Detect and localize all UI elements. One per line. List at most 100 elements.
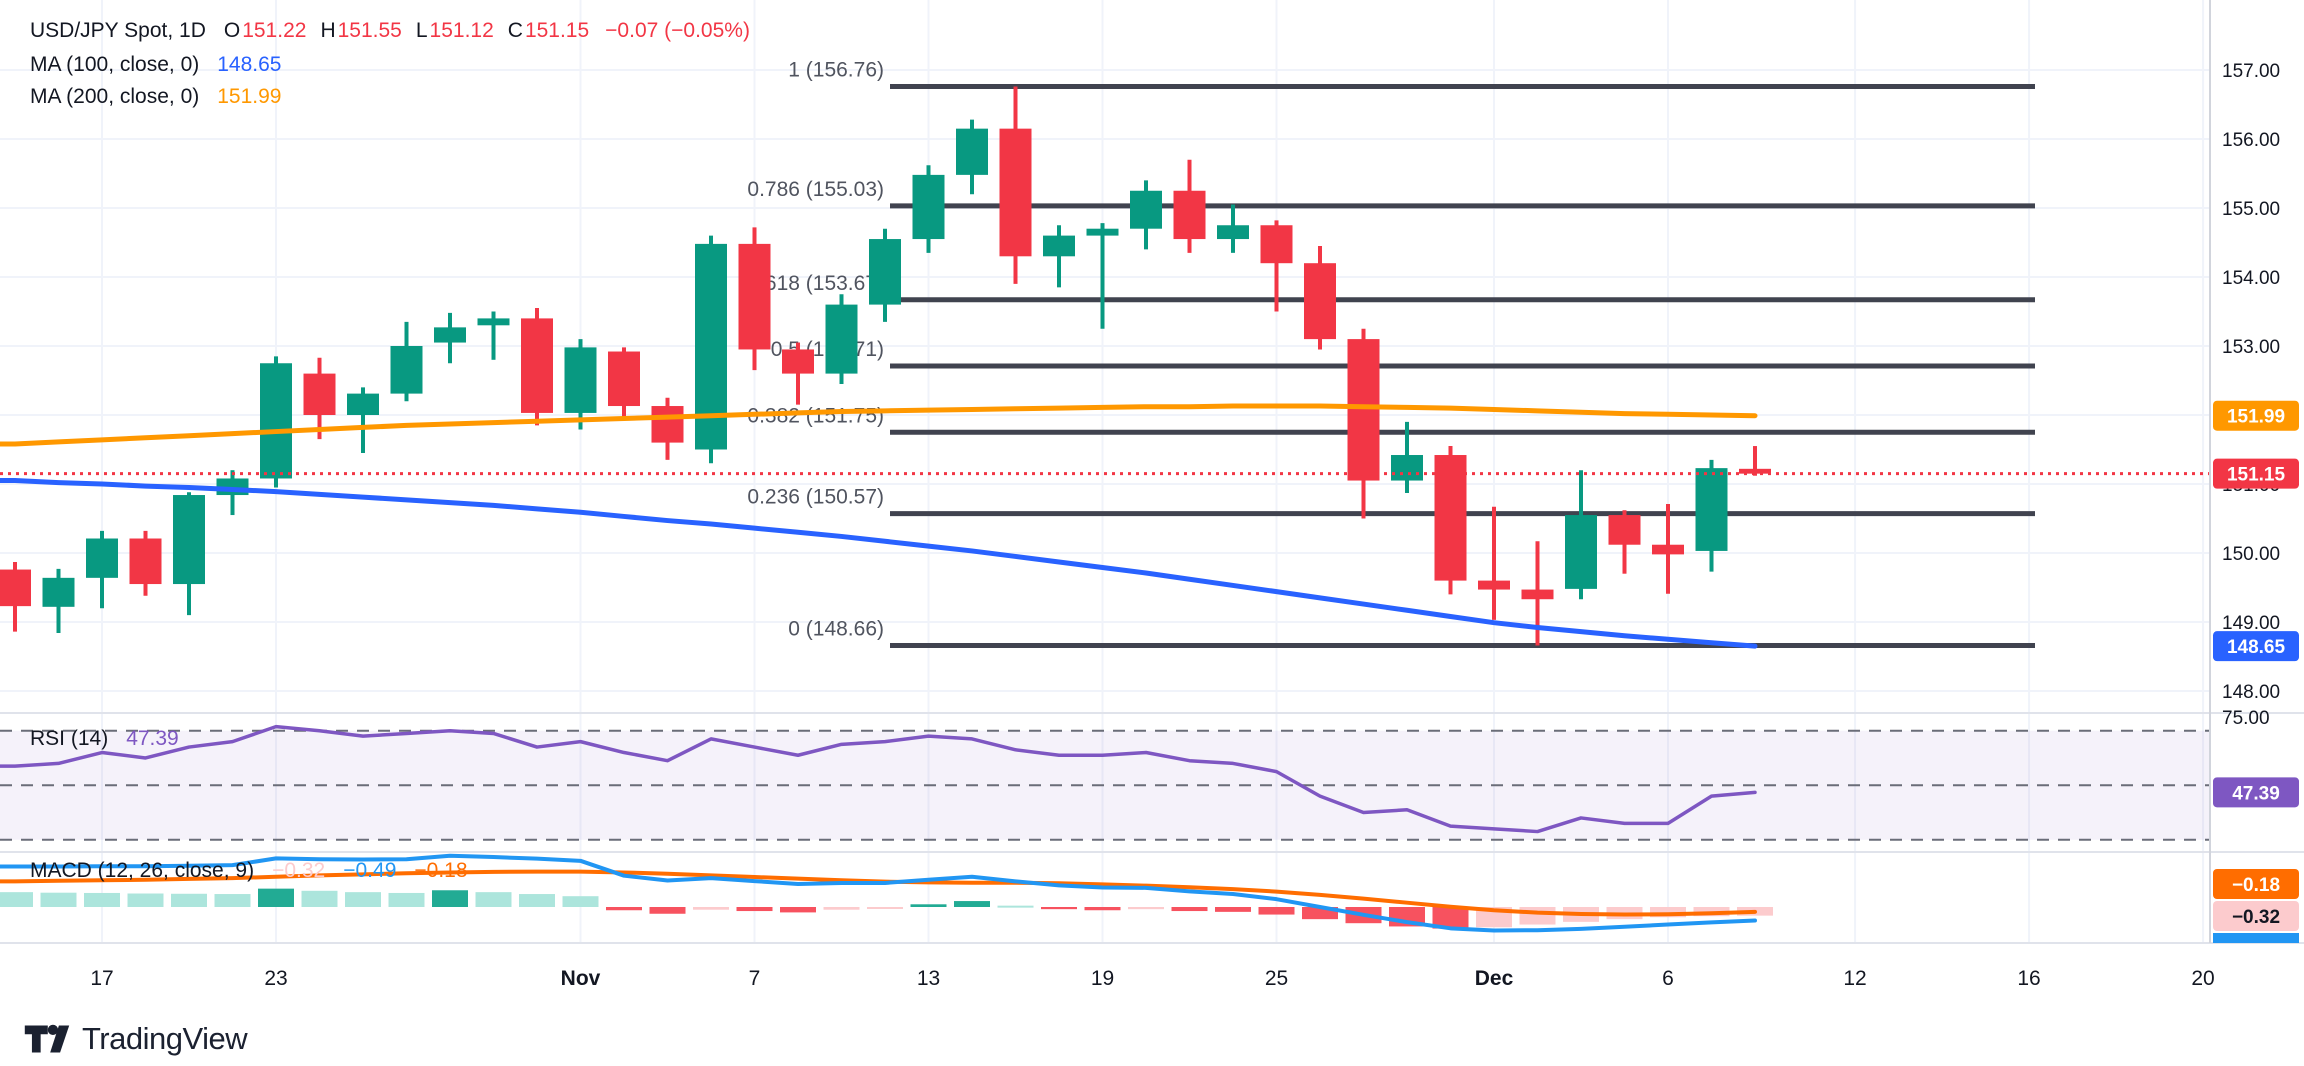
low-label: L xyxy=(415,19,428,42)
macd-histogram-bar xyxy=(562,896,599,907)
candle-body xyxy=(869,239,901,305)
candle-body xyxy=(347,393,379,415)
macd-histogram-bar xyxy=(1041,907,1077,910)
macd-histogram-bar xyxy=(780,907,816,913)
price-axis-label: 155.00 xyxy=(2222,199,2280,220)
macd-histogram-bar xyxy=(171,893,207,907)
macd-histogram-bar xyxy=(693,907,729,910)
macd-histogram-bar xyxy=(649,907,686,914)
time-axis-label: 6 xyxy=(1662,967,1674,990)
fib-level-label: 0 (148.66) xyxy=(788,617,884,640)
macd-legend-row: MACD (12, 26, close, 9) −0.32 −0.49 −0.1… xyxy=(30,856,468,886)
time-axis[interactable] xyxy=(0,943,2304,1003)
time-axis-label: 23 xyxy=(264,967,287,990)
macd-histogram-bar xyxy=(736,907,773,912)
macd-histogram-bar xyxy=(1215,907,1251,912)
macd-label[interactable]: MACD (12, 26, close, 9) xyxy=(30,859,255,882)
macd-histogram-bar xyxy=(823,907,860,910)
macd-histogram-bar xyxy=(1650,907,1686,918)
ma100-legend-row: MA (100, close, 0) 148.65 xyxy=(30,50,281,80)
candle-body xyxy=(1347,339,1380,481)
time-axis-label: 13 xyxy=(917,967,940,990)
macd-line-value: −0.49 xyxy=(343,859,397,882)
price-axis-label: 156.00 xyxy=(2222,130,2280,151)
ma200-label[interactable]: MA (200, close, 0) xyxy=(30,85,200,108)
macd-histogram-bar xyxy=(40,892,77,907)
candle-body xyxy=(434,327,466,343)
macd-histogram-bar xyxy=(1084,907,1121,911)
macd-signal-badge-text: −0.18 xyxy=(2232,875,2280,896)
macd-hist-badge xyxy=(2213,901,2299,931)
candle-body xyxy=(782,349,814,374)
rsi-label[interactable]: RSI (14) xyxy=(30,727,109,750)
macd-hist-badge-text: −0.32 xyxy=(2232,907,2280,928)
candle-body xyxy=(825,304,858,374)
ma200-badge xyxy=(2213,400,2299,431)
rsi-line xyxy=(0,724,1757,834)
low-value: 151.12 xyxy=(429,19,494,42)
macd-histogram-bar xyxy=(1171,907,1208,912)
price-axis-label: 149.00 xyxy=(2222,613,2280,634)
candle-body xyxy=(477,318,510,326)
candle-body xyxy=(1739,468,1771,474)
high-label: H xyxy=(320,19,336,42)
candle-body xyxy=(521,318,553,413)
rsi-badge-text: 47.39 xyxy=(2232,783,2280,804)
fib-level-label: 1 (156.76) xyxy=(788,59,884,82)
rsi-axis-label: 75.00 xyxy=(2222,708,2270,729)
candle-body xyxy=(1478,580,1510,590)
candle-body xyxy=(1304,263,1336,340)
tradingview-logo[interactable]: TradingView xyxy=(24,1020,248,1058)
macd-histogram-bar xyxy=(345,892,381,907)
macd-histogram-bar xyxy=(258,888,294,907)
rsi-badge xyxy=(2213,777,2299,808)
ma100-badge-text: 148.65 xyxy=(2227,637,2286,658)
candle-body xyxy=(1043,235,1075,257)
macd-histogram-bar xyxy=(388,892,425,907)
macd-histogram-bar xyxy=(1432,907,1469,929)
candle-body xyxy=(1652,544,1684,555)
macd-histogram-bar xyxy=(432,890,468,907)
price-axis-label: 153.00 xyxy=(2222,337,2280,358)
macd-signal-badge xyxy=(2213,869,2299,899)
time-axis-label: Dec xyxy=(1475,967,1514,990)
symbol-title[interactable]: USD/JPY Spot, 1D xyxy=(30,19,206,42)
ma100-line xyxy=(0,478,1758,649)
macd-histogram-bar xyxy=(954,901,990,907)
candle-body xyxy=(173,495,205,585)
high-value: 151.55 xyxy=(337,19,402,42)
candle-body xyxy=(564,347,597,413)
ma200-value: 151.99 xyxy=(217,85,282,108)
candle-body xyxy=(42,577,75,607)
macd-histogram-bar xyxy=(867,907,903,909)
candle-body xyxy=(1173,190,1206,240)
rsi-value: 47.39 xyxy=(126,727,179,750)
macd-histogram-bar xyxy=(1128,907,1164,910)
macd-histogram-bar xyxy=(606,907,642,911)
tradingview-logo-text: TradingView xyxy=(82,1021,248,1056)
candle-body xyxy=(1608,515,1641,545)
close-value: 151.15 xyxy=(524,19,590,42)
candle-body xyxy=(608,351,640,407)
macd-histogram-bar xyxy=(519,894,555,907)
candle-body xyxy=(1260,225,1293,264)
macd-histogram-bar xyxy=(997,905,1034,908)
candle-body xyxy=(999,128,1032,257)
chart-plot-area[interactable] xyxy=(0,0,2210,943)
ma200-legend-row: MA (200, close, 0) 151.99 xyxy=(30,82,281,112)
ma100-label[interactable]: MA (100, close, 0) xyxy=(30,53,200,76)
macd-line-badge-clipped xyxy=(2213,933,2299,943)
ma100-value: 148.65 xyxy=(217,53,282,76)
last-price-badge xyxy=(2213,458,2299,489)
ohlc-values: O 151.22 H 151.55 L 151.12 C 151.15 −0.07 (−… xyxy=(224,16,750,46)
macd-histogram-bar xyxy=(475,892,512,907)
candle-body xyxy=(390,346,423,394)
time-axis-label: 16 xyxy=(2017,967,2040,990)
time-axis-label: 25 xyxy=(1265,967,1288,990)
close-label: C xyxy=(507,19,523,42)
time-axis-label: 19 xyxy=(1091,967,1114,990)
price-axis-label: 148.00 xyxy=(2222,682,2280,703)
candle-body xyxy=(956,128,988,175)
